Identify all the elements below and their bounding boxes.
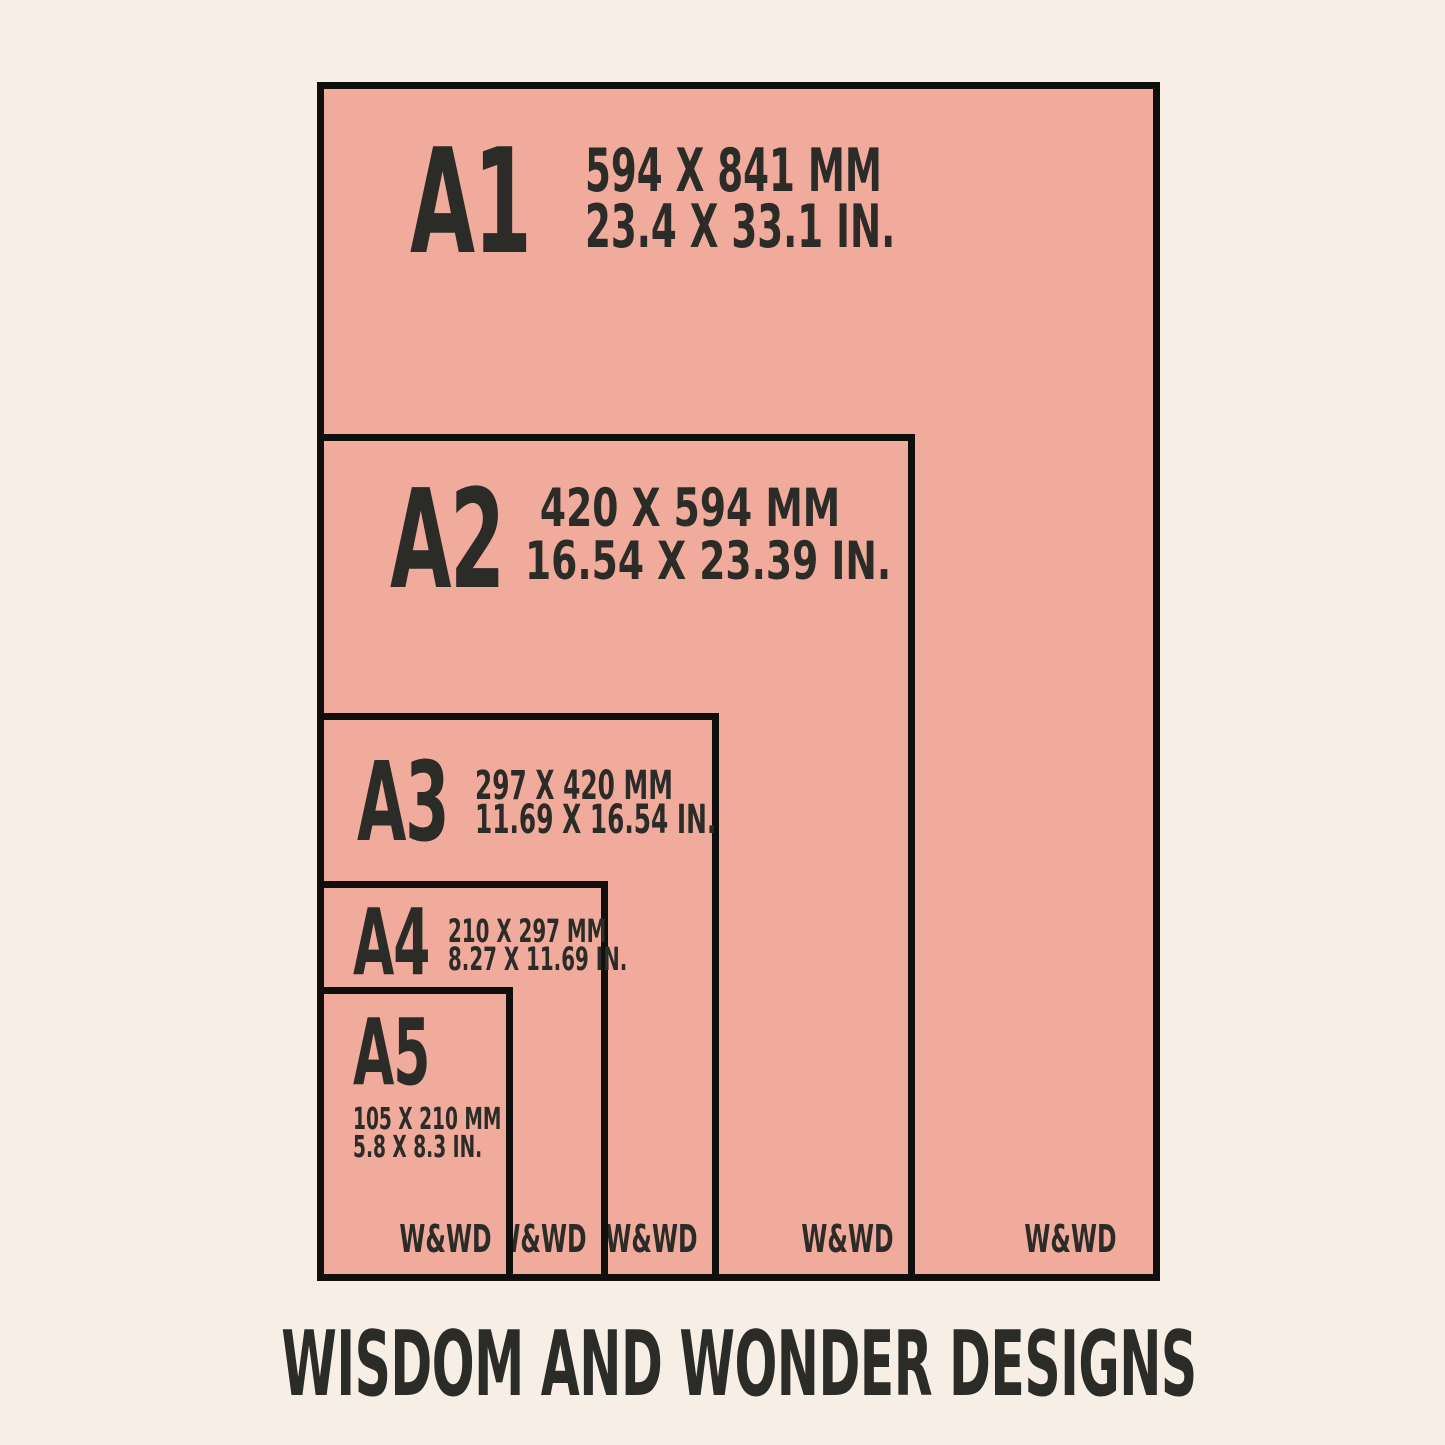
size-dimensions-a5: 105 X 210 MM 5.8 X 8.3 IN. <box>353 1104 501 1166</box>
dimensions-inches-a1: 23.4 X 33.1 IN. <box>585 191 896 262</box>
size-dimensions-a1: 594 X 841 MM 23.4 X 33.1 IN. <box>585 136 896 262</box>
size-dimensions-a2: 420 X 594 MM 16.54 X 23.39 IN. <box>525 478 892 592</box>
dimensions-inches-a3: 11.69 X 16.54 IN. <box>475 796 717 843</box>
dimensions-inches-a2: 16.54 X 23.39 IN. <box>525 531 892 592</box>
size-dimensions-a3: 297 X 420 MM 11.69 X 16.54 IN. <box>475 763 717 843</box>
size-label-a1: A1 <box>410 118 532 287</box>
size-dimensions-a4: 210 X 297 MM 8.27 X 11.69 IN. <box>448 912 628 979</box>
size-label-a5: A5 <box>353 999 430 1106</box>
watermark-a2: W&WD <box>801 1217 894 1261</box>
size-label-a2: A2 <box>390 461 505 620</box>
paper-rect-a5: A5 105 X 210 MM 5.8 X 8.3 IN. W&WD <box>317 987 513 1281</box>
dimensions-mm-a4: 210 X 297 MM <box>448 912 607 950</box>
dimensions-mm-a2: 420 X 594 MM <box>539 478 841 539</box>
dimensions-mm-a1: 594 X 841 MM <box>585 136 882 206</box>
watermark-a3: W&WD <box>605 1217 698 1261</box>
watermark-a5: W&WD <box>399 1217 492 1261</box>
dimensions-inches-a5: 5.8 X 8.3 IN. <box>353 1130 483 1166</box>
dimensions-inches-a4: 8.27 X 11.69 IN. <box>448 940 628 979</box>
brand-footer: WISDOM AND WONDER DESIGNS <box>281 1312 1197 1417</box>
dimensions-mm-a3: 297 X 420 MM <box>475 763 673 809</box>
size-label-a3: A3 <box>357 738 450 866</box>
watermark-a1: W&WD <box>1024 1217 1117 1261</box>
size-label-a4: A4 <box>353 889 430 996</box>
